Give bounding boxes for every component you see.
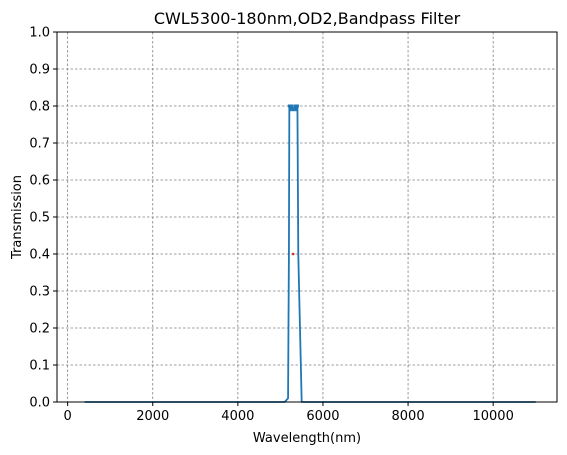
y-axis-label: Transmission [10,175,25,260]
y-tick-label: 0.2 [29,322,50,337]
chart-title: CWL5300-180nm,OD2,Bandpass Filter [154,9,461,28]
y-tick-label: 0.7 [29,137,50,152]
data-point [294,108,298,112]
x-axis-label: Wavelength(nm) [253,431,361,446]
data-point [291,108,295,112]
x-tick-label: 2000 [136,409,169,424]
x-tick-label: 10000 [472,409,513,424]
y-tick-label: 0.4 [29,248,50,263]
x-tick-label: 6000 [306,409,339,424]
data-point [289,104,293,108]
y-tick-label: 0.0 [29,396,50,411]
center-marker [291,252,295,256]
ticks: 0 2000 4000 6000 8000 10000 0.0 0.1 0.2 0.3 0.4 0.5… [29,26,514,425]
y-tick-label: 0.3 [29,285,50,300]
x-tick-label: 8000 [392,409,425,424]
data-point [287,104,291,108]
y-tick-label: 0.9 [29,63,50,78]
data-point [288,108,292,112]
x-tick-label: 0 [63,409,71,424]
series-layer [84,104,536,403]
y-tick-label: 0.1 [29,359,50,374]
data-point [293,104,297,108]
y-tick-label: 0.8 [29,100,50,115]
y-tick-label: 0.6 [29,174,50,189]
y-tick-label: 1.0 [29,26,50,41]
grid [57,31,557,403]
y-tick-label: 0.5 [29,211,50,226]
data-point [295,104,299,108]
x-tick-label: 4000 [221,409,254,424]
